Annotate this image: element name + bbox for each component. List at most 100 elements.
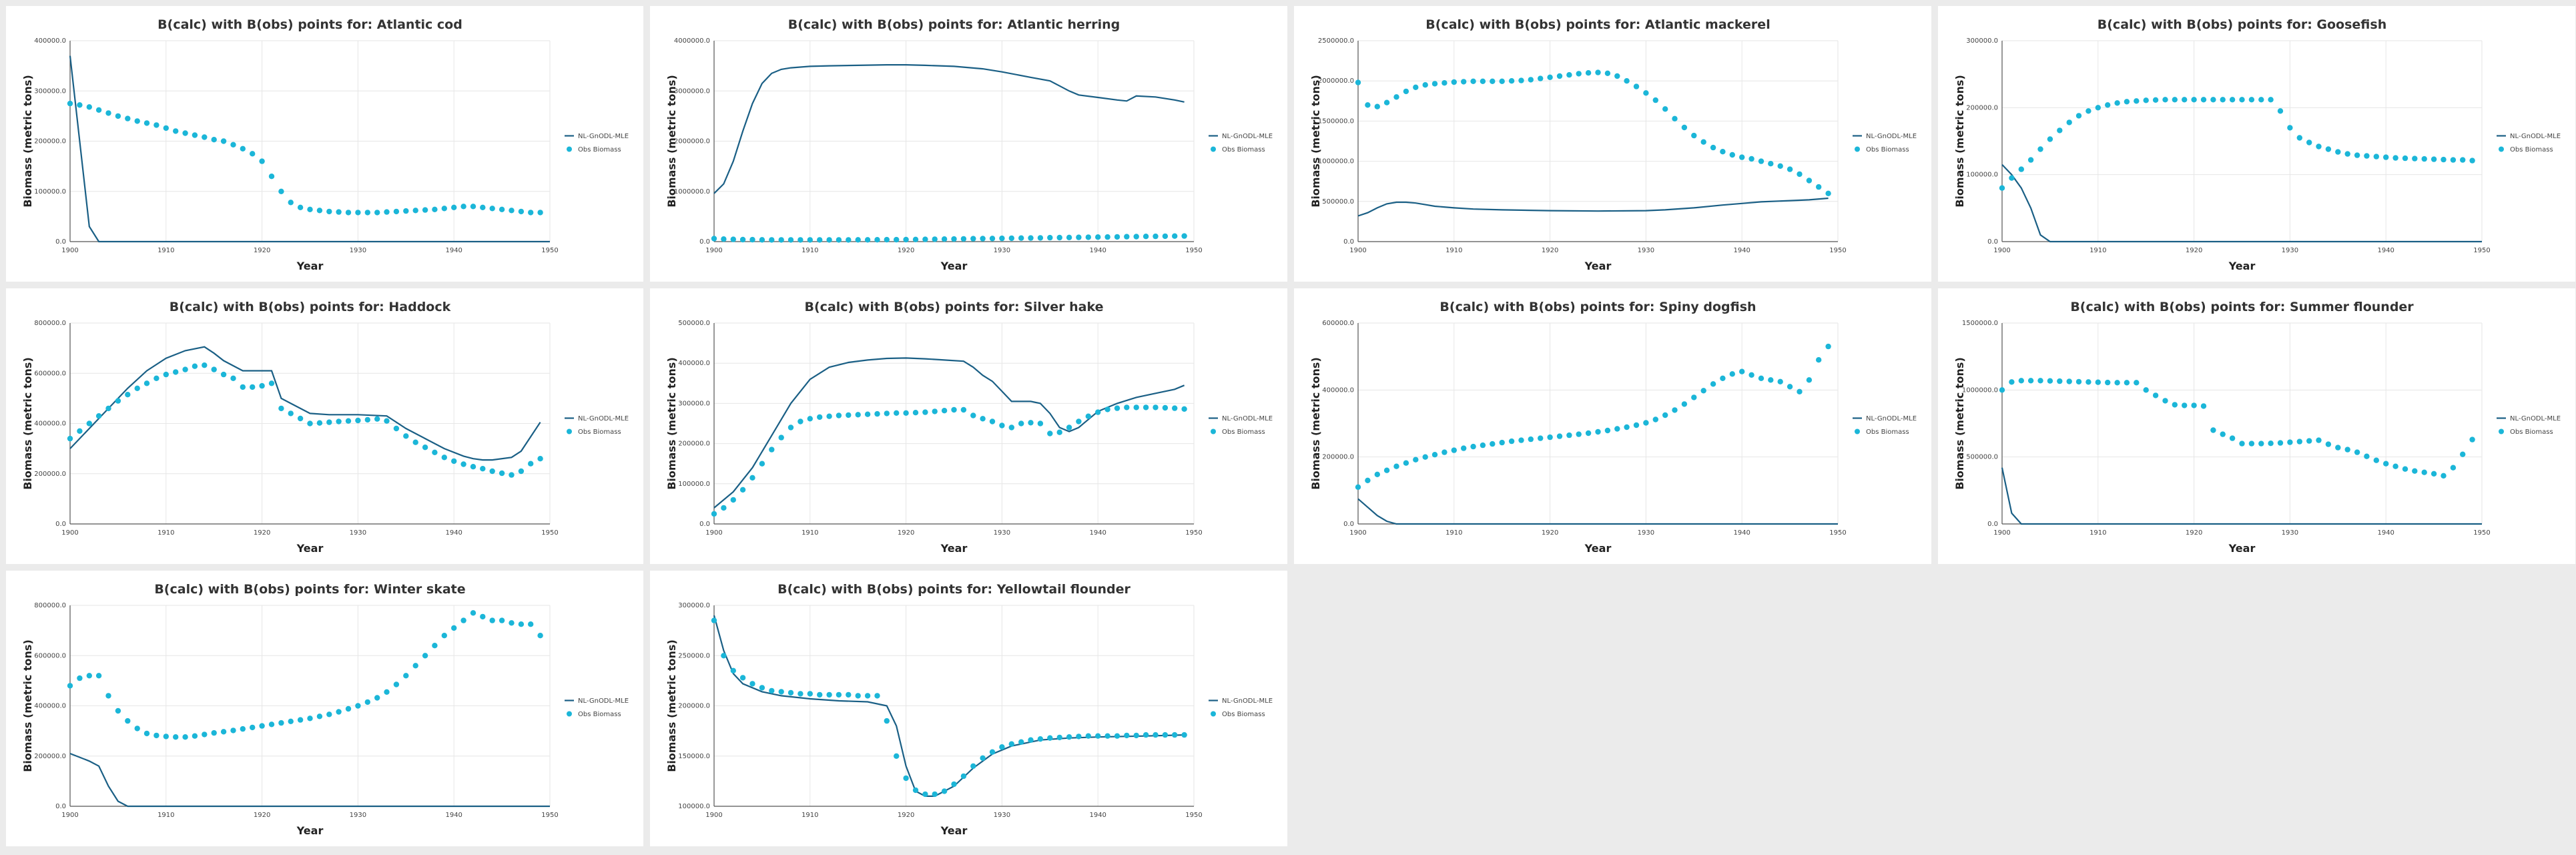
obs-point <box>903 410 909 416</box>
obs-point <box>220 371 227 378</box>
legend-calc-label: NL-GnODL-MLE <box>578 133 629 140</box>
calc-series-line <box>69 55 550 243</box>
y-axis-label: Biomass (metric tons) <box>665 639 678 772</box>
obs-point <box>441 633 447 639</box>
obs-point <box>403 433 409 439</box>
obs-point <box>2143 97 2149 103</box>
obs-point <box>846 412 852 418</box>
chart-svg: B(calc) with B(obs) points for: Summer f… <box>1953 300 2561 555</box>
obs-point <box>1470 78 1476 85</box>
obs-point <box>1413 84 1419 90</box>
obs-point <box>2287 125 2293 131</box>
obs-point <box>1633 422 1640 429</box>
obs-point <box>297 415 304 422</box>
y-axis-label: Biomass (metric tons) <box>665 357 678 490</box>
obs-point <box>2085 108 2091 114</box>
obs-point <box>250 151 256 157</box>
x-tick-label: 1940 <box>1733 529 1750 537</box>
obs-point <box>1383 467 1390 473</box>
x-tick-label: 1950 <box>1185 247 1202 254</box>
obs-point <box>2412 468 2418 474</box>
y-tick-label: 100000.0 <box>34 188 66 196</box>
obs-point <box>817 237 823 243</box>
obs-point <box>1547 74 1553 81</box>
x-tick-label: 1920 <box>2186 247 2202 254</box>
chart-title: B(calc) with B(obs) points for: Yellowta… <box>777 582 1131 597</box>
obs-point <box>2277 108 2284 114</box>
y-tick-label: 150000.0 <box>678 753 710 760</box>
x-tick-label: 1900 <box>705 812 722 819</box>
x-axis-label: Year <box>940 260 968 272</box>
y-tick-label: 300000.0 <box>678 602 710 609</box>
obs-point <box>1124 404 1130 410</box>
obs-point <box>1133 732 1139 739</box>
y-tick-label: 100000.0 <box>678 803 710 810</box>
obs-point <box>1585 70 1592 76</box>
obs-point <box>951 236 957 242</box>
obs-point <box>432 206 438 212</box>
x-tick-label: 1900 <box>705 529 722 537</box>
obs-point <box>2383 154 2389 160</box>
obs-point <box>2047 136 2053 142</box>
obs-point <box>1806 377 1813 383</box>
calc-series-line <box>713 64 1185 194</box>
obs-point <box>903 775 909 782</box>
obs-point <box>403 673 409 679</box>
obs-point <box>250 724 256 731</box>
obs-point <box>1153 732 1159 738</box>
obs-point <box>2009 175 2015 181</box>
obs-point <box>2441 473 2447 479</box>
obs-point <box>2277 440 2284 446</box>
obs-point <box>1777 163 1783 169</box>
obs-point <box>2066 378 2072 384</box>
y-tick-label: 800000.0 <box>34 602 66 609</box>
obs-point <box>1047 735 1053 741</box>
obs-point <box>537 633 543 639</box>
obs-point <box>1518 77 1524 83</box>
obs-point <box>1181 233 1187 239</box>
chart-panel: B(calc) with B(obs) points for: Goosefis… <box>1938 6 2575 282</box>
obs-point <box>2200 97 2207 103</box>
obs-point <box>1538 435 1544 441</box>
obs-point <box>1114 234 1120 240</box>
obs-point <box>268 380 275 386</box>
obs-point <box>489 468 495 475</box>
obs-point <box>2162 97 2168 103</box>
obs-point <box>2306 438 2312 444</box>
obs-point <box>278 405 284 412</box>
obs-point <box>922 409 928 415</box>
legend-calc-label: NL-GnODL-MLE <box>1866 133 1917 140</box>
obs-point <box>1047 431 1053 437</box>
obs-point <box>441 206 447 212</box>
obs-point <box>518 468 525 475</box>
obs-point <box>999 422 1005 429</box>
obs-point <box>1076 418 1082 424</box>
x-tick-label: 1950 <box>1829 247 1846 254</box>
obs-point <box>1461 79 1467 85</box>
obs-point <box>1095 733 1101 739</box>
legend-calc-label: NL-GnODL-MLE <box>578 697 629 705</box>
obs-point <box>182 734 188 740</box>
obs-point <box>499 470 505 477</box>
obs-point <box>1018 739 1024 745</box>
obs-point <box>1431 452 1438 458</box>
obs-point <box>86 104 92 110</box>
obs-point <box>384 418 390 424</box>
y-axis-label: Biomass (metric tons) <box>1309 357 1322 490</box>
obs-point <box>143 380 150 386</box>
obs-point <box>1441 80 1447 86</box>
obs-point <box>1047 234 1053 241</box>
obs-point <box>1008 741 1014 747</box>
chart-svg: B(calc) with B(obs) points for: Silver h… <box>665 300 1273 555</box>
obs-point <box>759 461 765 467</box>
obs-point <box>1768 377 1774 383</box>
obs-point <box>1691 394 1697 400</box>
obs-point <box>297 717 304 723</box>
obs-point <box>105 405 111 412</box>
obs-point <box>125 115 131 121</box>
obs-point <box>797 418 803 424</box>
obs-point <box>528 210 534 216</box>
x-tick-label: 1920 <box>1542 529 1558 537</box>
x-tick-label: 1920 <box>254 247 270 254</box>
obs-point <box>2085 379 2091 385</box>
